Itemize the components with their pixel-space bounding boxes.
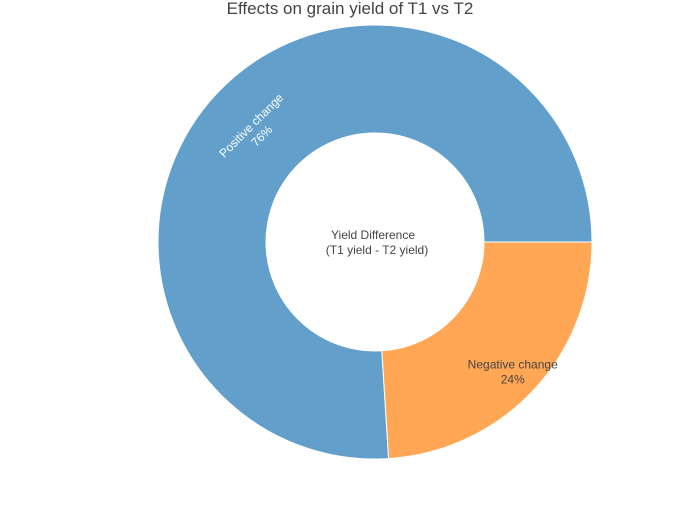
center-label-line-2: (T1 yield - T2 yield) [326, 243, 428, 257]
slice-negative-change[interactable] [381, 241, 593, 460]
center-label-line-1: Yield Difference [331, 228, 415, 242]
slice-positive-change[interactable] [157, 24, 593, 460]
slices-layer [157, 24, 593, 460]
slice-label-value: 24% [501, 372, 525, 386]
chart-title: Effects on grain yield of T1 vs T2 [226, 0, 474, 18]
slice-label-name: Negative change [468, 357, 558, 371]
